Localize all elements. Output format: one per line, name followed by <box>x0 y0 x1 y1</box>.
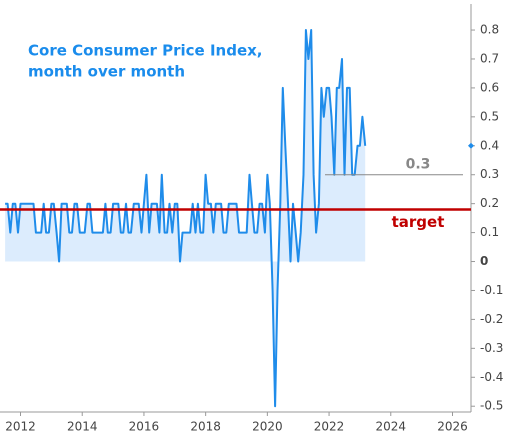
x-tick-label: 2012 <box>5 420 36 434</box>
y-tick-label: 0.4 <box>480 138 499 152</box>
y-tick-label: 0.3 <box>480 167 499 181</box>
y-tick-label: 0 <box>480 254 488 268</box>
y-tick-label: 0.5 <box>480 109 499 123</box>
chart-title: Core Consumer Price Index, <box>28 42 263 60</box>
reference-label: 0.3 <box>406 157 431 173</box>
last-value-marker <box>468 142 474 149</box>
x-tick-label: 2024 <box>376 420 407 434</box>
line <box>5 29 367 408</box>
y-tick-label: 0.7 <box>480 51 499 65</box>
x-tick-label: 2020 <box>252 420 283 434</box>
y-tick-label: -0.1 <box>480 283 503 297</box>
y-tick-label: 0.8 <box>480 23 499 37</box>
y-tick-label: -0.3 <box>480 341 503 355</box>
area <box>5 30 366 407</box>
x-tick-label: 2014 <box>67 420 98 434</box>
x-tick-label: 2018 <box>190 420 221 434</box>
y-tick-label: -0.4 <box>480 370 503 384</box>
y-tick-label: 0.6 <box>480 80 499 94</box>
y-tick-label: 0.1 <box>480 225 499 239</box>
x-tick-label: 2022 <box>314 420 345 434</box>
x-tick-label: 2016 <box>129 420 160 434</box>
reference-label: target <box>392 213 445 231</box>
x-tick-label: 2026 <box>437 420 468 434</box>
chart-subtitle: month over month <box>28 63 185 81</box>
y-tick-label: -0.5 <box>480 399 503 413</box>
y-tick-label: 0.2 <box>480 196 499 210</box>
y-tick-label: -0.2 <box>480 312 503 326</box>
